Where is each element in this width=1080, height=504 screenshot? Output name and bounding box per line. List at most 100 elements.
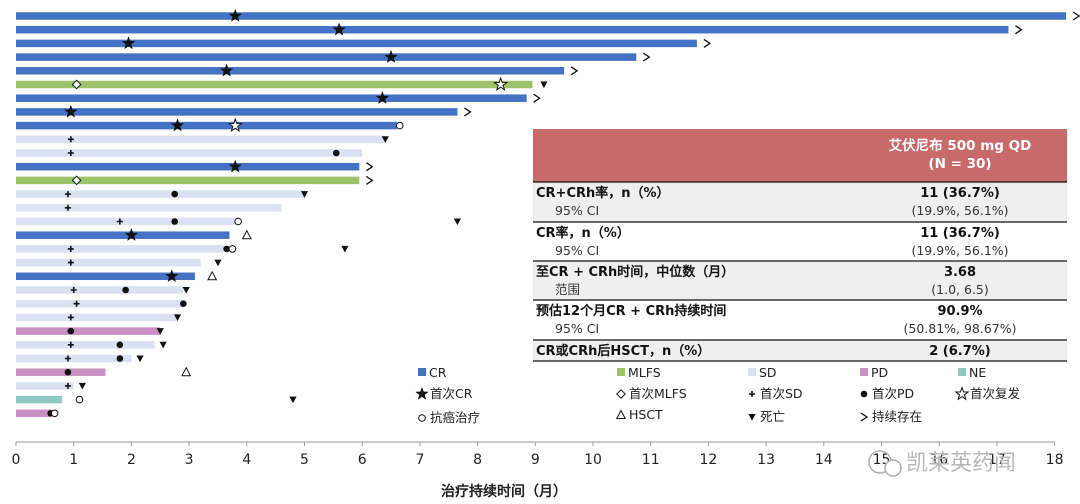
first-pd-marker — [171, 190, 178, 198]
x-axis: 0 1 2 3 4 5 6 7 8 9 10 11 12 13 14 15 16 17 18 — [12, 441, 1064, 468]
x-tick-label: 2 — [127, 452, 136, 468]
bar-ne — [16, 395, 63, 404]
first-pd-marker — [171, 218, 178, 225]
first-sd-marker — [64, 204, 71, 211]
legend-label: 死亡 — [760, 409, 785, 424]
table-row-sublabel: 95% CI — [555, 321, 599, 336]
bar-sd — [16, 382, 74, 390]
first-cr-marker — [121, 36, 136, 50]
x-tick-label: 16 — [930, 452, 948, 468]
bar-cr — [16, 25, 1009, 34]
hsct-marker — [207, 270, 218, 281]
legend-first-mlfs-marker — [616, 389, 626, 399]
x-tick-label: 14 — [815, 452, 833, 468]
bar-cr — [16, 94, 527, 102]
table-row-value: 90.9% — [937, 304, 982, 319]
legend-label: 首次SD — [760, 386, 803, 401]
bar-cr — [16, 162, 360, 171]
x-tick-label: 6 — [358, 452, 367, 468]
x-tick-label: 4 — [242, 452, 251, 468]
anticancer-marker — [75, 395, 84, 404]
first-cr-marker — [219, 63, 234, 77]
death-marker — [159, 341, 167, 349]
bar-sd — [16, 354, 132, 363]
table-row-subvalue: (19.9%, 56.1%) — [911, 243, 1008, 258]
table-row-label: 至CR + CRh时间，中位数（月） — [536, 264, 734, 280]
legend-label: 持续存在 — [872, 409, 922, 424]
legend-first-sd-marker — [749, 391, 755, 397]
ongoing-marker — [533, 93, 541, 103]
bar-sd — [16, 341, 155, 349]
summary-table: 艾伏尼布 500 mg QD (N = 30) CR+CRh率，n（%） 11 (36… — [533, 129, 1067, 362]
bar-pd — [16, 409, 51, 418]
table-row-subvalue: (50.81%, 98.67%) — [903, 321, 1016, 336]
ongoing-marker — [365, 175, 374, 185]
table-row-label: CR或CRh后HSCT，n（%） — [536, 343, 710, 359]
table-row-subvalue: (19.9%, 56.1%) — [911, 203, 1008, 218]
ongoing-marker — [1072, 11, 1080, 21]
legend-first-relapse-marker — [954, 385, 970, 401]
bar-sd — [16, 149, 363, 157]
legend-swatch-sd — [748, 368, 756, 376]
legend-label: PD — [871, 365, 888, 380]
bar-cr — [16, 67, 565, 75]
x-axis-label: 治疗持续时间（月） — [441, 483, 567, 500]
table-row-label: CR率，n（%） — [536, 225, 630, 241]
bar-cr — [16, 108, 458, 116]
legend-label: HSCT — [629, 407, 663, 422]
legend-first-pd-marker — [860, 390, 868, 398]
first-cr-marker — [124, 227, 139, 242]
bar-sd — [16, 245, 224, 253]
bar-pd — [16, 327, 161, 335]
x-tick-label: 11 — [642, 452, 660, 468]
table-row-subvalue: (1.0, 6.5) — [931, 282, 988, 297]
death-marker — [341, 245, 349, 253]
table-row-value: 11 (36.7%) — [920, 226, 1000, 241]
first-pd-marker — [67, 327, 75, 335]
anticancer-marker — [50, 409, 59, 418]
first-sd-marker — [64, 355, 71, 362]
x-tick-label: 1 — [69, 452, 78, 468]
first-sd-marker — [67, 341, 74, 348]
death-marker — [214, 259, 222, 267]
first-sd-marker — [67, 150, 74, 156]
legend-swatch-pd — [860, 368, 868, 376]
first-cr-marker — [63, 104, 78, 118]
table-row-value: 3.68 — [944, 265, 976, 280]
ongoing-marker — [570, 66, 579, 76]
bar-cr — [16, 53, 637, 61]
bar-sd — [16, 204, 282, 212]
x-tick-label: 13 — [757, 452, 775, 468]
table-row — [533, 182, 1067, 222]
hsct-marker — [241, 229, 252, 240]
table-row-label: 预估12个月CR + CRh持续时间 — [536, 303, 726, 319]
bar-mlfs — [16, 176, 360, 185]
bar-sd — [16, 135, 386, 144]
death-marker — [156, 328, 164, 335]
first-pd-marker — [116, 341, 124, 349]
first-sd-marker — [64, 382, 71, 389]
legend-swatch-cr — [418, 368, 426, 376]
legend-label: 首次PD — [872, 386, 914, 401]
first-pd-marker — [122, 286, 129, 294]
first-pd-marker — [332, 149, 340, 157]
table-row — [533, 261, 1067, 300]
bar-sd — [16, 190, 305, 198]
legend-label: 首次复发 — [970, 386, 1021, 401]
watermark-text: 凯莱英药闻 — [906, 451, 1016, 476]
table-row-value: 11 (36.7%) — [920, 186, 1000, 201]
first-cr-marker — [228, 159, 243, 173]
ongoing-marker — [365, 162, 374, 172]
first-cr-marker — [170, 118, 185, 132]
x-tick-label: 10 — [584, 452, 602, 468]
table-row — [533, 222, 1067, 261]
legend-label: 抗癌治疗 — [430, 410, 480, 425]
legend-label: 首次CR — [430, 386, 473, 401]
first-sd-marker — [116, 218, 123, 225]
bar-cr — [16, 231, 230, 239]
bar-sd — [16, 258, 201, 267]
first-sd-marker — [67, 259, 74, 266]
x-tick-label: 18 — [1046, 452, 1064, 468]
first-cr-marker — [375, 90, 390, 105]
